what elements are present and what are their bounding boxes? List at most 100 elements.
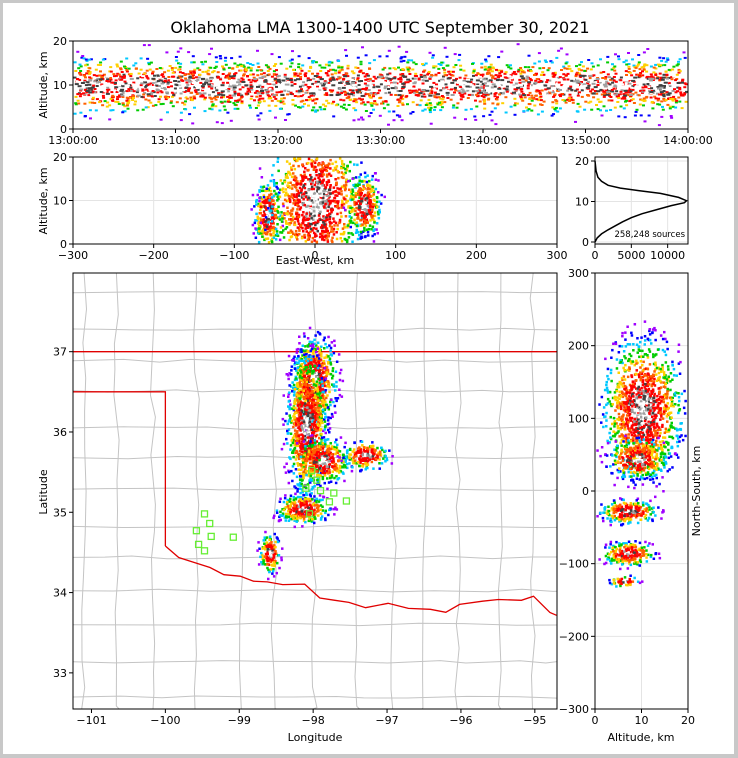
ew-height-cell [311,179,314,182]
time-height-cell [110,99,114,101]
time-height-cell [163,77,167,80]
ew-height-cell [342,164,345,167]
time-height-cell [256,62,260,65]
time-height-cell [249,86,253,89]
ew-height-cell [359,190,362,193]
time-height-cell [242,73,246,76]
time-height-cell [120,78,124,81]
ew-height-cell [310,209,313,213]
time-height-cell [257,66,261,68]
time-height-core-cell [80,82,85,84]
time-height-core-cell [429,85,434,88]
time-height-cell [241,78,245,81]
ew-height-cell [274,213,277,217]
time-height-cell [683,86,687,89]
time-height-cell [260,73,263,76]
ew-height-cell [303,203,307,207]
time-height-core-cell [360,94,365,97]
time-height-cell [662,86,666,89]
time-height-cell [195,85,198,88]
ew-height-cell [326,240,330,243]
time-height-cell [426,73,430,76]
time-height-core-cell [475,79,480,82]
time-height-cell [211,104,215,107]
time-height-cell [352,119,356,122]
time-height-cell [562,78,566,81]
time-height-cell [264,64,268,67]
time-height-cell [628,71,632,74]
time-height-cell [101,104,105,107]
time-height-cell [461,89,465,92]
time-height-cell [574,84,578,87]
ew-height-x-tick-label: 100 [385,249,406,262]
time-height-cell [456,81,460,84]
ew-height-cell [334,166,337,170]
time-height-cell [320,66,324,69]
time-height-cell [297,55,301,58]
time-height-core-cell [350,81,355,84]
plan-view-cell [305,369,308,373]
ew-height-cell [342,172,346,176]
time-height-cell [360,88,364,91]
time-height-cell [353,86,357,89]
ew-height-cell [306,234,310,237]
time-height-cell [384,79,388,82]
time-height-cell [226,81,230,84]
plan-view-cell [302,365,305,369]
time-height-cell [592,96,596,99]
time-height-cell [125,69,129,71]
time-height-cell [668,107,672,110]
ew-height-cell [319,187,323,191]
time-height-cell [509,67,513,70]
time-height-cell [243,69,247,72]
time-height-core-cell [583,84,588,87]
ew-height-cell [340,166,343,170]
time-height-cell [215,121,219,124]
time-height-cell [137,72,141,75]
time-height-cell [676,90,679,93]
time-height-cell [191,55,195,58]
time-height-cell [459,86,463,88]
time-height-cell [430,92,434,95]
ew-height-cell [312,160,315,163]
time-height-cell [325,99,329,102]
plan-view-cell [300,393,304,396]
ew-height-cell [321,203,324,206]
time-height-cell [674,91,678,94]
time-height-cell [168,65,172,67]
ew-height-cell [265,210,268,214]
time-height-cell [313,93,316,96]
time-height-cell [404,84,408,87]
ew-height-cell [318,202,322,205]
time-height-cell [230,57,234,60]
time-height-core-cell [315,83,320,86]
ew-height-cell [280,231,284,234]
time-height-cell [121,91,125,94]
county-line [454,273,462,709]
ew-height-cell [359,211,362,214]
ew-height-x-tick-label: 200 [466,249,487,262]
time-height-cell [654,74,658,76]
time-height-cell [387,83,391,86]
time-height-cell [161,75,165,78]
time-height-cell [95,85,99,87]
time-height-cell [151,72,154,75]
time-height-core-cell [450,94,455,96]
time-height-core-cell [591,92,596,95]
time-height-cell [191,122,195,125]
ew-height-cell [336,187,339,190]
time-height-cell [224,76,228,79]
ew-height-cell [340,193,343,196]
ew-height-cell [296,198,299,201]
ew-height-cell [258,199,261,203]
plan-view-cell [339,368,343,372]
time-height-cell [125,104,129,107]
plan-view-cell [293,390,296,394]
plan-view-cell [320,388,323,391]
time-height-core-cell [241,81,246,83]
time-height-cell [554,106,558,109]
time-height-cell [337,66,341,69]
time-height-core-cell [98,78,103,81]
time-height-cell [497,74,501,77]
